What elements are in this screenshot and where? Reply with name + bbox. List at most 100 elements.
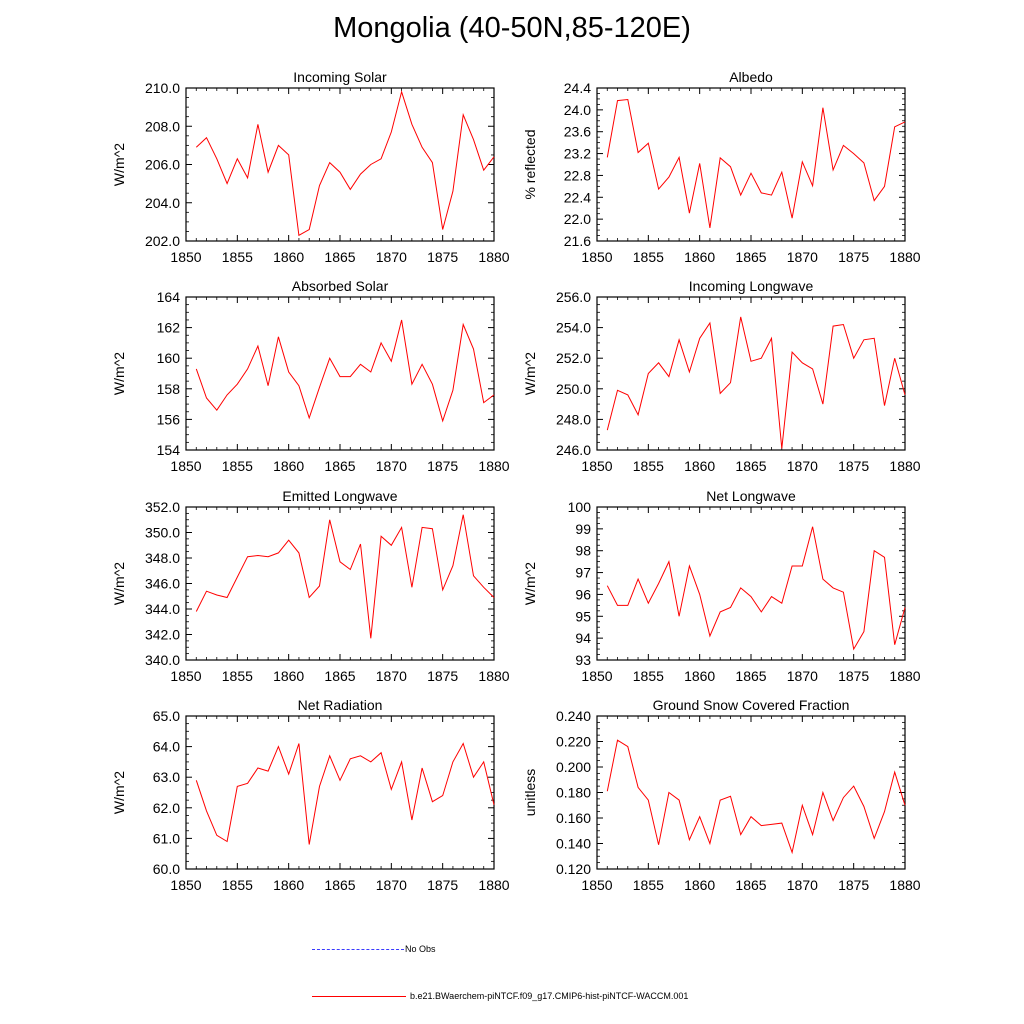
chart-3-frame <box>185 296 495 451</box>
chart-8-ytick-label: 0.120 <box>556 861 591 877</box>
chart-5-ytick-label: 352.0 <box>145 499 180 515</box>
chart-3-ytick-label: 158 <box>157 381 181 397</box>
chart-6-series-line <box>606 526 906 651</box>
chart-3-xtick-label: 1860 <box>273 458 304 474</box>
chart-5-frame <box>185 506 495 661</box>
chart-7-ytick-label: 65.0 <box>153 708 180 724</box>
chart-7-xtick-label: 1880 <box>478 877 509 893</box>
chart-8-ytick-label: 0.220 <box>556 734 591 750</box>
chart-4-xtick-label: 1880 <box>889 458 920 474</box>
chart-3-xtick-label: 1870 <box>376 458 407 474</box>
chart-6-ytick-label: 95 <box>575 608 591 624</box>
chart-2-xtick-label: 1865 <box>735 249 766 265</box>
chart-5-xtick-label: 1855 <box>222 668 253 684</box>
chart-8-ytick-label: 0.200 <box>556 759 591 775</box>
chart-2-ytick-label: 21.6 <box>564 233 591 249</box>
chart-7-title: Net Radiation <box>298 697 383 713</box>
chart-4-ytick-label: 256.0 <box>556 289 591 305</box>
chart-7-ytick-label: 60.0 <box>153 861 180 877</box>
chart-8-xtick-label: 1855 <box>633 877 664 893</box>
chart-5-xtick-label: 1860 <box>273 668 304 684</box>
chart-1-xtick-label: 1850 <box>170 249 201 265</box>
chart-8-frame <box>596 715 906 870</box>
chart-7-xtick-label: 1875 <box>427 877 458 893</box>
chart-1-ylabel: W/m^2 <box>111 143 127 186</box>
chart-1-ytick-label: 208.0 <box>145 118 180 134</box>
chart-1-xtick-label: 1865 <box>324 249 355 265</box>
chart-8-ylabel: unitless <box>522 769 538 816</box>
chart-2-ytick-label: 22.0 <box>564 211 591 227</box>
chart-2-xtick-label: 1875 <box>838 249 869 265</box>
chart-8-xtick-label: 1880 <box>889 877 920 893</box>
chart-8-ytick-label: 0.140 <box>556 836 591 852</box>
chart-7-ytick-label: 64.0 <box>153 739 180 755</box>
chart-1-ytick-label: 204.0 <box>145 195 180 211</box>
chart-8-series-line <box>606 739 906 855</box>
chart-5-ytick-label: 346.0 <box>145 576 180 592</box>
chart-2-ytick-label: 23.6 <box>564 124 591 140</box>
chart-3-series-line <box>195 319 495 423</box>
chart-2-ytick-label: 23.2 <box>564 146 591 162</box>
chart-3-xtick-label: 1875 <box>427 458 458 474</box>
chart-1-series-line <box>195 89 495 237</box>
page-title: Mongolia (40-50N,85-120E) <box>333 12 691 44</box>
chart-2-ytick-label: 24.0 <box>564 102 591 118</box>
chart-1-frame <box>185 87 495 242</box>
chart-5-ytick-label: 348.0 <box>145 550 180 566</box>
chart-3-ylabel: W/m^2 <box>111 352 127 395</box>
chart-5-ytick-label: 340.0 <box>145 652 180 668</box>
chart-8-ytick-label: 0.180 <box>556 785 591 801</box>
chart-2-frame <box>596 87 906 242</box>
chart-2-xtick-label: 1870 <box>787 249 818 265</box>
chart-4-ytick-label: 248.0 <box>556 411 591 427</box>
chart-6-xtick-label: 1860 <box>684 668 715 684</box>
chart-6-ylabel: W/m^2 <box>522 562 538 605</box>
chart-1-xtick-label: 1880 <box>478 249 509 265</box>
legend-obs-label: No Obs <box>405 944 436 954</box>
chart-6-ytick-label: 96 <box>575 586 591 602</box>
chart-2-xtick-label: 1860 <box>684 249 715 265</box>
chart-3-ytick-label: 160 <box>157 350 181 366</box>
chart-8-ytick-label: 0.240 <box>556 708 591 724</box>
legend-obs-line <box>312 949 404 950</box>
chart-4-ytick-label: 250.0 <box>556 381 591 397</box>
chart-2-xtick-label: 1855 <box>633 249 664 265</box>
chart-7-xtick-label: 1855 <box>222 877 253 893</box>
chart-7-frame <box>185 715 495 870</box>
chart-4-xtick-label: 1870 <box>787 458 818 474</box>
chart-4-ytick-label: 254.0 <box>556 320 591 336</box>
chart-3-ytick-label: 154 <box>157 442 181 458</box>
chart-4-xtick-label: 1855 <box>633 458 664 474</box>
chart-1-ytick-label: 202.0 <box>145 233 180 249</box>
chart-1-title: Incoming Solar <box>293 69 387 85</box>
chart-7-series-line <box>195 742 495 845</box>
chart-6-xtick-label: 1875 <box>838 668 869 684</box>
chart-6-frame <box>596 506 906 661</box>
chart-5-title: Emitted Longwave <box>282 488 397 504</box>
chart-4-ylabel: W/m^2 <box>522 352 538 395</box>
chart-6-ytick-label: 99 <box>575 521 591 537</box>
chart-8-xtick-label: 1870 <box>787 877 818 893</box>
chart-2-ylabel: % reflected <box>522 129 538 199</box>
chart-3-xtick-label: 1850 <box>170 458 201 474</box>
chart-2-title: Albedo <box>729 69 773 85</box>
chart-1-ytick-label: 206.0 <box>145 157 180 173</box>
chart-7-xtick-label: 1870 <box>376 877 407 893</box>
chart-8-ytick-label: 0.160 <box>556 810 591 826</box>
chart-5-ytick-label: 350.0 <box>145 525 180 541</box>
chart-6-title: Net Longwave <box>706 488 796 504</box>
chart-7-ytick-label: 63.0 <box>153 769 180 785</box>
chart-3-xtick-label: 1855 <box>222 458 253 474</box>
chart-4-ytick-label: 246.0 <box>556 442 591 458</box>
chart-2-ytick-label: 22.8 <box>564 167 591 183</box>
chart-7-ylabel: W/m^2 <box>111 771 127 814</box>
chart-8-xtick-label: 1875 <box>838 877 869 893</box>
chart-3-title: Absorbed Solar <box>292 278 389 294</box>
chart-5-xtick-label: 1875 <box>427 668 458 684</box>
chart-2-series-line <box>606 98 906 228</box>
chart-4-xtick-label: 1865 <box>735 458 766 474</box>
chart-3-ytick-label: 164 <box>157 289 181 305</box>
chart-5-xtick-label: 1870 <box>376 668 407 684</box>
chart-7-ytick-label: 62.0 <box>153 800 180 816</box>
chart-6-xtick-label: 1855 <box>633 668 664 684</box>
